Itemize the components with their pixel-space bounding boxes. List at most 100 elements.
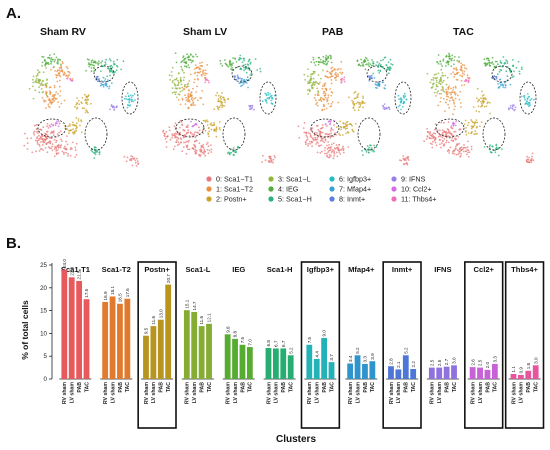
- y-tick-label: 0: [44, 376, 48, 383]
- umap-title-pab: PAB: [322, 26, 344, 38]
- highlight-box: [504, 261, 545, 429]
- umap-outline-0-0: [37, 118, 67, 138]
- bar-value-label: 16.9: [103, 291, 108, 300]
- bar: [313, 358, 320, 379]
- bar: [265, 347, 272, 379]
- bar: [68, 277, 75, 379]
- condition-label: RV sham: [266, 382, 272, 404]
- condition-label: TAC: [329, 382, 335, 393]
- legend-label-11: 11: Thbs4+: [401, 195, 437, 204]
- umap-outline-1-2: [259, 81, 277, 115]
- cluster-group-IEG: IEG 9.8 RV sham 8.8 LV sham 7.5 PAB 7.0 TAC: [222, 265, 255, 404]
- condition-label: RV sham: [511, 382, 517, 404]
- legend-swatch-6: [329, 176, 335, 182]
- legend-swatch-7: [329, 186, 335, 192]
- legend-label-8: 8: Inmt+: [339, 195, 365, 204]
- bar: [491, 363, 498, 379]
- condition-label: LV sham: [192, 382, 198, 404]
- cluster-group-Sca1-T2: Sca1-T2 16.9 RV sham 18.1 LV sham 16.5 PAB 17.6…: [100, 265, 133, 404]
- bar: [469, 367, 476, 379]
- bar-value-label: 5.2: [288, 347, 293, 354]
- bar-value-label: 3.4: [348, 355, 353, 362]
- condition-label: RV sham: [389, 382, 395, 404]
- bar: [369, 361, 376, 379]
- cluster-title: IEG: [232, 265, 245, 274]
- umap-outline-3-0: [435, 118, 465, 138]
- bar-value-label: 2.5: [437, 359, 442, 366]
- cluster-title: Mfap4+: [348, 265, 375, 274]
- legend-label-9: 9: IFNS: [401, 175, 426, 184]
- bar-value-label: 9.0: [322, 330, 327, 337]
- condition-label: TAC: [411, 382, 417, 393]
- bar-value-label: 1.8: [526, 362, 531, 369]
- condition-label: TAC: [452, 382, 458, 393]
- bar: [239, 344, 246, 379]
- bar: [306, 344, 313, 379]
- bar-value-label: 22.3: [69, 266, 74, 275]
- bar: [183, 310, 190, 379]
- umap-titles: Sham RV Sham LV PAB TAC: [40, 26, 474, 38]
- bar-value-label: 11.6: [151, 316, 156, 325]
- bar-value-label: 3.3: [363, 356, 368, 363]
- condition-label: RV sham: [430, 382, 436, 404]
- condition-label: TAC: [370, 382, 376, 393]
- legend-swatch-11: [391, 196, 397, 202]
- y-tick-label: 10: [40, 330, 47, 337]
- legend-label-4: 4: IEG: [278, 185, 299, 194]
- condition-label: TAC: [84, 382, 90, 393]
- bar: [321, 337, 328, 379]
- bar-value-label: 6.8: [266, 340, 271, 347]
- condition-label: TAC: [207, 382, 213, 393]
- bar: [191, 311, 198, 379]
- y-axis-title: % of total cells: [20, 300, 30, 360]
- bar-value-label: 3.0: [452, 357, 457, 364]
- umap-outline-2-1: [357, 117, 381, 151]
- condition-label: LV sham: [110, 382, 116, 404]
- bar-value-label: 3.9: [370, 353, 375, 360]
- panel-a-letter: A.: [6, 5, 21, 22]
- bar: [287, 355, 294, 379]
- umap-outline-3-1: [482, 117, 506, 151]
- legend-label-2: 2: Postn+: [216, 195, 247, 204]
- bar-value-label: 6.7: [273, 340, 278, 347]
- condition-label: RV sham: [307, 382, 313, 404]
- legend-label-10: 10: Ccl2+: [401, 185, 432, 194]
- bar: [76, 280, 83, 379]
- legend-label-0: 0: Sca1−T1: [216, 175, 253, 184]
- bar-value-label: 12.1: [207, 313, 212, 322]
- bar: [165, 284, 172, 379]
- condition-label: LV sham: [519, 382, 525, 404]
- bar-value-label: 20.7: [166, 274, 171, 283]
- cluster-title: Igfbp3+: [307, 265, 335, 274]
- legend-swatch-4: [268, 186, 274, 192]
- umap-outline-0-1: [84, 117, 108, 151]
- bar-value-label: 6.7: [281, 340, 286, 347]
- highlight-box: [300, 261, 341, 429]
- bar: [117, 303, 123, 379]
- bar: [428, 367, 435, 379]
- condition-label: LV sham: [274, 382, 280, 404]
- cluster-title: Postn+: [144, 265, 170, 274]
- bar: [206, 323, 212, 379]
- bar-value-label: 2.2: [411, 361, 416, 368]
- condition-label: PAB: [444, 382, 450, 393]
- condition-label: PAB: [485, 382, 491, 393]
- cluster-group-Igfbp3+: Igfbp3+ 7.5 RV sham 4.4 LV sham 9.0 PAB 3.7 TAC: [300, 261, 341, 429]
- bar-value-label: 3.7: [329, 354, 334, 361]
- condition-label: TAC: [125, 382, 131, 393]
- bar-value-label: 2.5: [429, 359, 434, 366]
- cluster-group-Ccl2+: Ccl2+ 2.6 RV sham 2.5 LV sham 2.0 PAB 3.3 TAC: [464, 261, 504, 429]
- condition-label: PAB: [159, 382, 165, 393]
- umap-outline-1-3: [231, 65, 253, 83]
- bar: [280, 348, 287, 379]
- condition-label: RV sham: [185, 382, 191, 404]
- condition-label: LV sham: [315, 382, 321, 404]
- bar-value-label: 2.6: [470, 359, 475, 366]
- cluster-group-Thbs4+: Thbs4+ 1.1 RV sham 0.9 LV sham 1.8 PAB 3.0 TAC: [504, 261, 545, 429]
- condition-label: LV sham: [478, 382, 484, 404]
- cluster-title: Thbs4+: [511, 265, 538, 274]
- condition-label: LV sham: [396, 382, 402, 404]
- bar-value-label: 9.8: [225, 326, 230, 333]
- bar: [347, 363, 354, 379]
